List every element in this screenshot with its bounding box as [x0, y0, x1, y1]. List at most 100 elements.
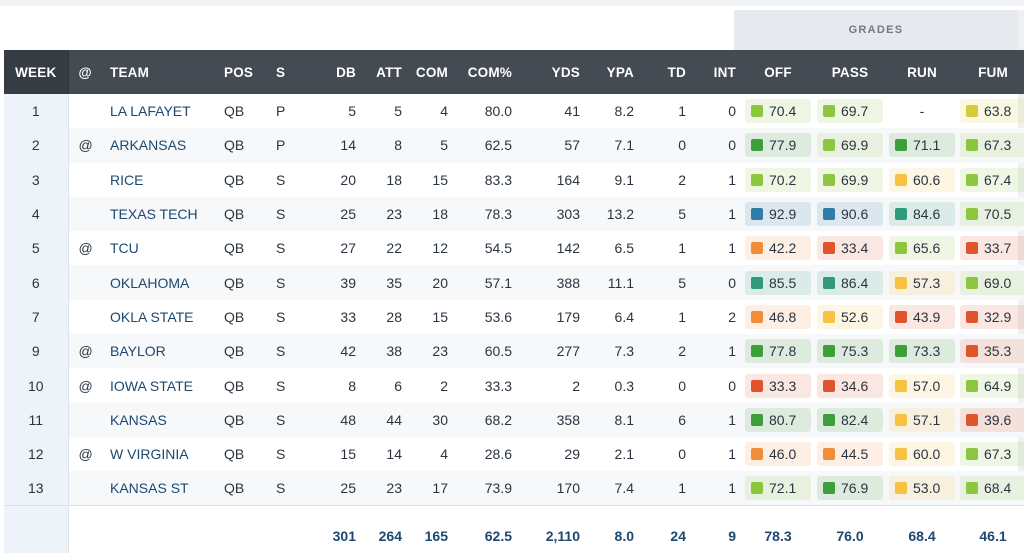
column-header-ypa[interactable]: YPA — [606, 64, 634, 80]
run-grade-badge: 57.1 — [889, 407, 955, 432]
team-link[interactable]: OKLAHOMA — [110, 274, 190, 291]
total-yds: 2,110 — [545, 527, 580, 544]
off-grade-badge: 33.3 — [745, 373, 811, 398]
status-cell: S — [276, 377, 286, 394]
com-cell: 4 — [440, 103, 448, 120]
grade-color-swatch — [966, 105, 978, 118]
att-cell: 23 — [386, 480, 402, 497]
table-row[interactable]: 1 LA LAFAYET QB P 5 5 4 80.0 41 8.2 1 0 70.4 69.7 - 63.… — [4, 94, 1024, 129]
run-grade-badge: 43.9 — [889, 304, 955, 329]
ypa-cell: 13.2 — [606, 206, 634, 223]
team-link[interactable]: KANSAS ST — [110, 480, 189, 497]
grade-value: 32.9 — [984, 308, 1012, 325]
column-header-att[interactable]: ATT — [376, 64, 402, 80]
column-header-int[interactable]: INT — [713, 64, 736, 80]
team-link[interactable]: BAYLOR — [110, 343, 166, 360]
fum-grade-badge: 64.9 — [960, 373, 1024, 398]
team-link[interactable]: OKLA STATE — [110, 308, 194, 325]
pos-cell: QB — [224, 411, 245, 428]
total-off-grade: 78.3 — [764, 527, 792, 544]
fum-grade-badge: 35.3 — [960, 339, 1024, 364]
team-link[interactable]: ARKANSAS — [110, 137, 187, 154]
team-link[interactable]: KANSAS — [110, 411, 167, 428]
grades-label: GRADES — [848, 24, 904, 36]
column-header-fum[interactable]: FUM — [978, 64, 1008, 80]
column-header-db[interactable]: DB — [336, 64, 356, 80]
fum-grade-badge: 67.4 — [960, 167, 1024, 192]
column-header-at[interactable]: @ — [67, 50, 106, 94]
column-header-com[interactable]: COM — [415, 64, 448, 80]
pass-grade-cell: 76.9 — [814, 471, 886, 505]
int-cell: 0 — [728, 274, 736, 291]
grade-value: 57.3 — [913, 274, 941, 291]
week-cell: 7 — [4, 299, 68, 335]
column-header-team[interactable]: TEAM — [110, 64, 150, 80]
yds-cell: 57 — [564, 137, 580, 154]
com-pct-cell: 73.9 — [484, 480, 512, 497]
column-header-run[interactable]: RUN — [907, 64, 937, 80]
int-cell: 1 — [728, 171, 736, 188]
status-cell: P — [276, 103, 286, 120]
table-row[interactable]: 5 @ TCU QB S 27 22 12 54.5 142 6.5 1 1 42.2 33.4 65.6 33… — [4, 231, 1024, 266]
status-cell: S — [276, 308, 286, 325]
yds-cell: 170 — [556, 480, 580, 497]
com-cell: 30 — [432, 411, 448, 428]
grade-value: 69.7 — [841, 103, 869, 120]
team-link[interactable]: IOWA STATE — [110, 377, 193, 394]
off-grade-cell: 70.2 — [742, 163, 814, 197]
run-grade-badge: - — [889, 99, 955, 123]
total-fum-grade: 46.1 — [979, 527, 1007, 544]
grade-value: 69.9 — [841, 137, 869, 154]
table-row[interactable]: 3 RICE QB S 20 18 15 83.3 164 9.1 2 1 70.2 69.9 60.6 67… — [4, 162, 1024, 197]
column-header-off[interactable]: OFF — [764, 64, 792, 80]
td-cell: 2 — [678, 171, 686, 188]
team-link[interactable]: TEXAS TECH — [110, 206, 198, 223]
column-header-yds[interactable]: YDS — [551, 64, 580, 80]
column-header-week[interactable]: WEEK — [4, 50, 68, 94]
pos-cell: QB — [224, 274, 245, 291]
grade-value: 73.3 — [913, 343, 941, 360]
table-row[interactable]: 7 OKLA STATE QB S 33 28 15 53.6 179 6.4 1 2 46.8 52.6… — [4, 299, 1024, 335]
total-com-pct: 62.5 — [484, 527, 512, 544]
table-row[interactable]: 12 @ W VIRGINIA QB S 15 14 4 28.6 29 2.1 0 1 46.0 44.5… — [4, 436, 1024, 472]
int-cell: 0 — [728, 377, 736, 394]
team-link[interactable]: TCU — [110, 240, 139, 257]
fum-grade-badge: 33.7 — [960, 236, 1024, 261]
column-header-pos[interactable]: POS — [224, 64, 254, 80]
table-row[interactable]: 13 KANSAS ST QB S 25 23 17 73.9 170 7.4 1 1 72.1 76.9… — [4, 471, 1024, 506]
table-row[interactable]: 6 OKLAHOMA QB S 39 35 20 57.1 388 11.1 5 0 85.5 86.4 5… — [4, 265, 1024, 300]
column-header-pass[interactable]: PASS — [831, 64, 869, 80]
fum-grade-cell: 68.4 — [958, 471, 1024, 505]
run-grade-badge: 84.6 — [889, 202, 955, 227]
com-cell: 15 — [432, 171, 448, 188]
column-header-s[interactable]: S — [276, 64, 286, 80]
ypa-cell: 7.1 — [614, 137, 634, 154]
table-row[interactable]: 9 @ BAYLOR QB S 42 38 23 60.5 277 7.3 2 1 77.8 75.3 73.… — [4, 334, 1024, 369]
column-header-com-pct[interactable]: COM% — [467, 64, 512, 80]
grade-value: 85.5 — [769, 274, 797, 291]
table-row[interactable]: 11 KANSAS QB S 48 44 30 68.2 358 8.1 6 1 80.7 82.4 57.… — [4, 402, 1024, 437]
int-cell: 1 — [728, 240, 736, 257]
table-row[interactable]: 10 @ IOWA STATE QB S 8 6 2 33.3 2 0.3 0 0 33.3 34.6 57.… — [4, 368, 1024, 403]
run-grade-cell: 60.6 — [886, 163, 958, 197]
table-row[interactable]: 4 TEXAS TECH QB S 25 23 18 78.3 303 13.2 5 1 92.9 90.… — [4, 196, 1024, 232]
away-marker-cell: @ — [67, 334, 106, 369]
run-grade-badge: 60.0 — [889, 442, 955, 467]
grade-color-swatch — [823, 310, 835, 323]
int-cell: 1 — [728, 446, 736, 463]
team-link[interactable]: W VIRGINIA — [110, 446, 189, 463]
grade-value: 42.2 — [769, 240, 797, 257]
com-pct-cell: 28.6 — [484, 446, 512, 463]
table-row[interactable]: 2 @ ARKANSAS QB P 14 8 5 62.5 57 7.1 0 0 77.9 69.9 71.1… — [4, 128, 1024, 163]
team-link[interactable]: LA LAFAYET — [110, 103, 191, 120]
grade-value: 34.6 — [841, 377, 869, 394]
total-com: 165 — [424, 527, 448, 544]
team-link[interactable]: RICE — [110, 171, 144, 188]
status-cell: S — [276, 206, 286, 223]
db-cell: 20 — [340, 171, 356, 188]
grade-value: 39.6 — [984, 411, 1012, 428]
grade-value: 70.2 — [769, 171, 797, 188]
column-header-td[interactable]: TD — [667, 64, 686, 80]
td-cell: 1 — [678, 103, 686, 120]
week-cell: 9 — [4, 334, 68, 369]
